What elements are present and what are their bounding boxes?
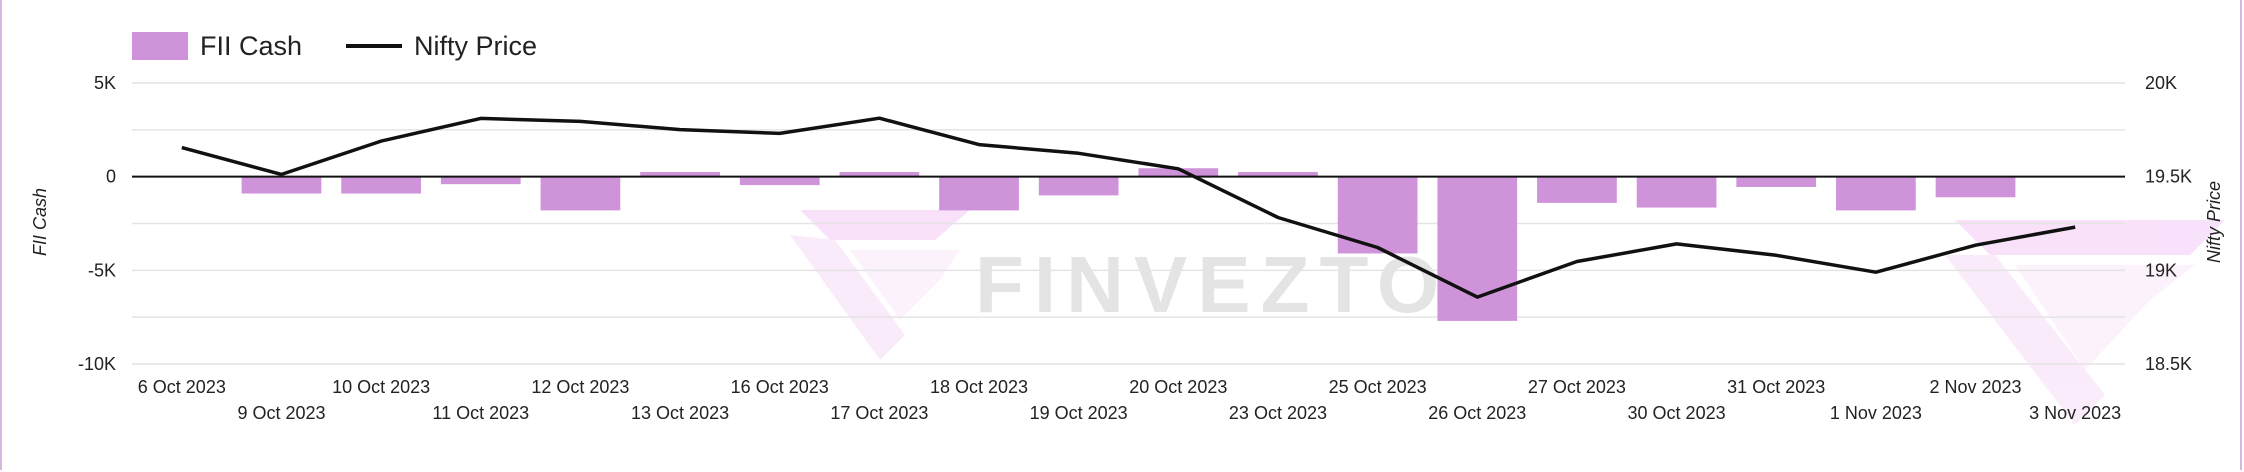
x-tick-label: 23 Oct 2023: [1229, 403, 1327, 423]
legend-item-nifty-price[interactable]: Nifty Price: [346, 31, 537, 62]
legend-swatch-line: [346, 44, 403, 48]
y-axis-right: 20K 19.5K 19K 18.5K: [2145, 73, 2192, 374]
x-tick-label: 16 Oct 2023: [731, 377, 829, 397]
bar-8: [839, 171, 920, 177]
y2-axis-title: Nifty Price: [2204, 181, 2224, 263]
bar-series: [241, 168, 2016, 321]
bar-3: [341, 176, 421, 194]
y-tick-label: 5K: [94, 73, 116, 93]
watermark-text: FINVEZTO: [975, 240, 1449, 329]
bar-4: [440, 176, 521, 185]
line-series: [181, 116, 2076, 299]
y-axis-title: FII Cash: [30, 188, 50, 256]
legend-swatch-bar: [132, 32, 188, 60]
bar-10: [1038, 176, 1119, 196]
x-tick-label: 10 Oct 2023: [332, 377, 430, 397]
bar-17: [1736, 176, 1817, 187]
legend-item-fii-cash[interactable]: FII Cash: [132, 31, 302, 62]
x-tick-label: 1 Nov 2023: [1830, 403, 1922, 423]
grid: [132, 82, 2125, 365]
legend: FII Cash Nifty Price: [132, 28, 537, 64]
x-tick-label: 26 Oct 2023: [1428, 403, 1526, 423]
y-tick-label: -5K: [88, 260, 116, 280]
x-tick-label: 25 Oct 2023: [1329, 377, 1427, 397]
y-axis-left: 5K 0 -5K -10K: [78, 73, 116, 374]
x-tick-label: 17 Oct 2023: [830, 403, 928, 423]
x-tick-label: 20 Oct 2023: [1129, 377, 1227, 397]
x-tick-label: 19 Oct 2023: [1030, 403, 1128, 423]
x-tick-label: 6 Oct 2023: [138, 377, 226, 397]
x-tick-label: 9 Oct 2023: [237, 403, 325, 423]
bar-5: [540, 176, 621, 211]
bar-19: [1935, 176, 2016, 198]
y2-tick-label: 18.5K: [2145, 354, 2192, 374]
x-tick-label: 12 Oct 2023: [531, 377, 629, 397]
watermark-logo-left-icon: [790, 210, 970, 360]
bar-7: [739, 176, 820, 186]
bar-11: [1138, 168, 1219, 177]
x-tick-label: 18 Oct 2023: [930, 377, 1028, 397]
x-tick-label: 30 Oct 2023: [1628, 403, 1726, 423]
y-tick-label: -10K: [78, 354, 116, 374]
bar-6: [640, 171, 720, 177]
y-tick-label: 0: [106, 167, 116, 187]
bar-2: [241, 176, 322, 194]
x-tick-label: 11 Oct 2023: [432, 403, 529, 423]
y2-tick-label: 20K: [2145, 73, 2177, 93]
y2-tick-label: 19K: [2145, 260, 2177, 280]
nifty-price-line: [181, 116, 2076, 299]
legend-label-fii-cash: FII Cash: [200, 30, 303, 61]
x-tick-label: 3 Nov 2023: [2029, 403, 2121, 423]
bar-12: [1238, 171, 1318, 177]
x-tick-label: 27 Oct 2023: [1528, 377, 1626, 397]
bar-9: [939, 176, 1019, 211]
bar-16: [1636, 176, 1717, 208]
x-tick-label: 13 Oct 2023: [631, 403, 729, 423]
bar-13: [1337, 176, 1418, 254]
bar-14: [1437, 176, 1518, 321]
bar-18: [1836, 176, 1916, 211]
x-tick-label: 31 Oct 2023: [1727, 377, 1825, 397]
legend-label-nifty-price: Nifty Price: [414, 30, 538, 61]
y2-tick-label: 19.5K: [2145, 167, 2192, 187]
bar-15: [1537, 176, 1617, 203]
x-tick-label: 2 Nov 2023: [1929, 377, 2021, 397]
